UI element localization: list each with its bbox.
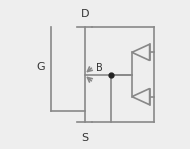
Text: D: D	[80, 9, 89, 19]
Text: S: S	[81, 133, 88, 143]
Text: B: B	[96, 63, 102, 73]
Text: G: G	[36, 62, 45, 72]
